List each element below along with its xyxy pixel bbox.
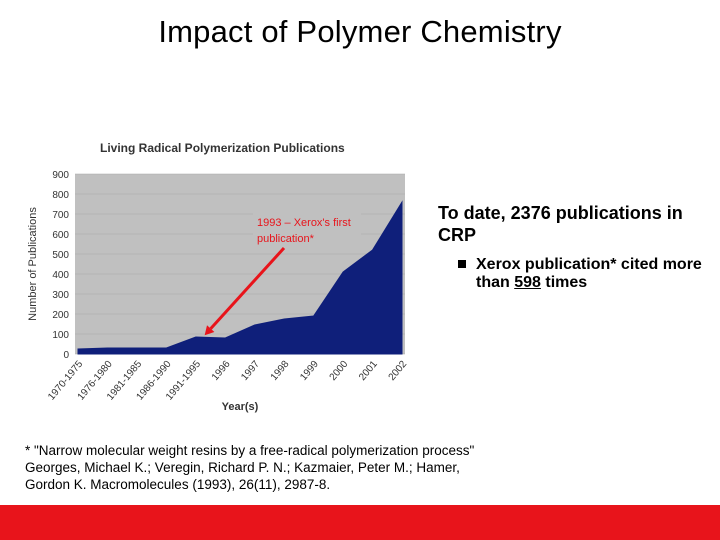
publication-count-text: To date, 2376 publications in CRP — [438, 203, 683, 245]
square-bullet-icon — [458, 260, 466, 268]
x-tick-label: 2000 — [328, 359, 351, 383]
x-tick-label: 2001 — [357, 359, 380, 383]
annotation-arrow-head — [204, 325, 215, 336]
annotation-box — [253, 212, 361, 248]
bullet-text-prefix: Xerox publication* cited more than — [476, 256, 702, 291]
y-tick-label: 500 — [52, 250, 69, 261]
footnote-reference: * "Narrow molecular weight resins by a f… — [25, 443, 475, 492]
y-tick-label: 600 — [52, 230, 69, 241]
publications-chart: 0 100 200 300 400 500 600 700 800 900 1970-197519… — [27, 170, 410, 413]
annotation-arrow — [209, 246, 286, 330]
bullet-text: Xerox publication* cited more than 598 t… — [476, 256, 706, 292]
x-tick-label: 2002 — [387, 359, 410, 383]
y-tick-label: 700 — [52, 210, 69, 221]
citation-count: 598 — [514, 274, 541, 291]
annotation-line-2: publication* — [257, 233, 315, 245]
x-tick-label: 1997 — [239, 359, 262, 383]
x-tick-label: 1998 — [269, 359, 292, 383]
x-tick-labels: 1970-19751976-19801981-19851986-19901991… — [46, 359, 409, 403]
y-tick-label: 900 — [52, 170, 69, 181]
y-tick-labels: 0 100 200 300 400 500 600 700 800 900 — [52, 170, 69, 361]
footer-bar — [0, 505, 720, 540]
x-axis-label: Year(s) — [222, 401, 259, 413]
y-tick-label: 400 — [52, 270, 69, 281]
y-tick-label: 800 — [52, 190, 69, 201]
bullet-text-suffix: times — [540, 274, 588, 291]
slide-title: Impact of Polymer Chemistry — [158, 14, 562, 49]
y-axis-label: Number of Publications — [27, 207, 39, 321]
area-series — [77, 200, 403, 355]
chart-title: Living Radical Polymerization Publicatio… — [100, 141, 345, 155]
y-tick-label: 200 — [52, 310, 69, 321]
y-tick-label: 0 — [63, 350, 69, 361]
y-tick-label: 100 — [52, 330, 69, 341]
x-tick-label: 1999 — [298, 359, 321, 383]
y-tick-label: 300 — [52, 290, 69, 301]
annotation-line-1: 1993 – Xerox's first — [257, 217, 351, 229]
x-tick-label: 1996 — [210, 359, 233, 383]
